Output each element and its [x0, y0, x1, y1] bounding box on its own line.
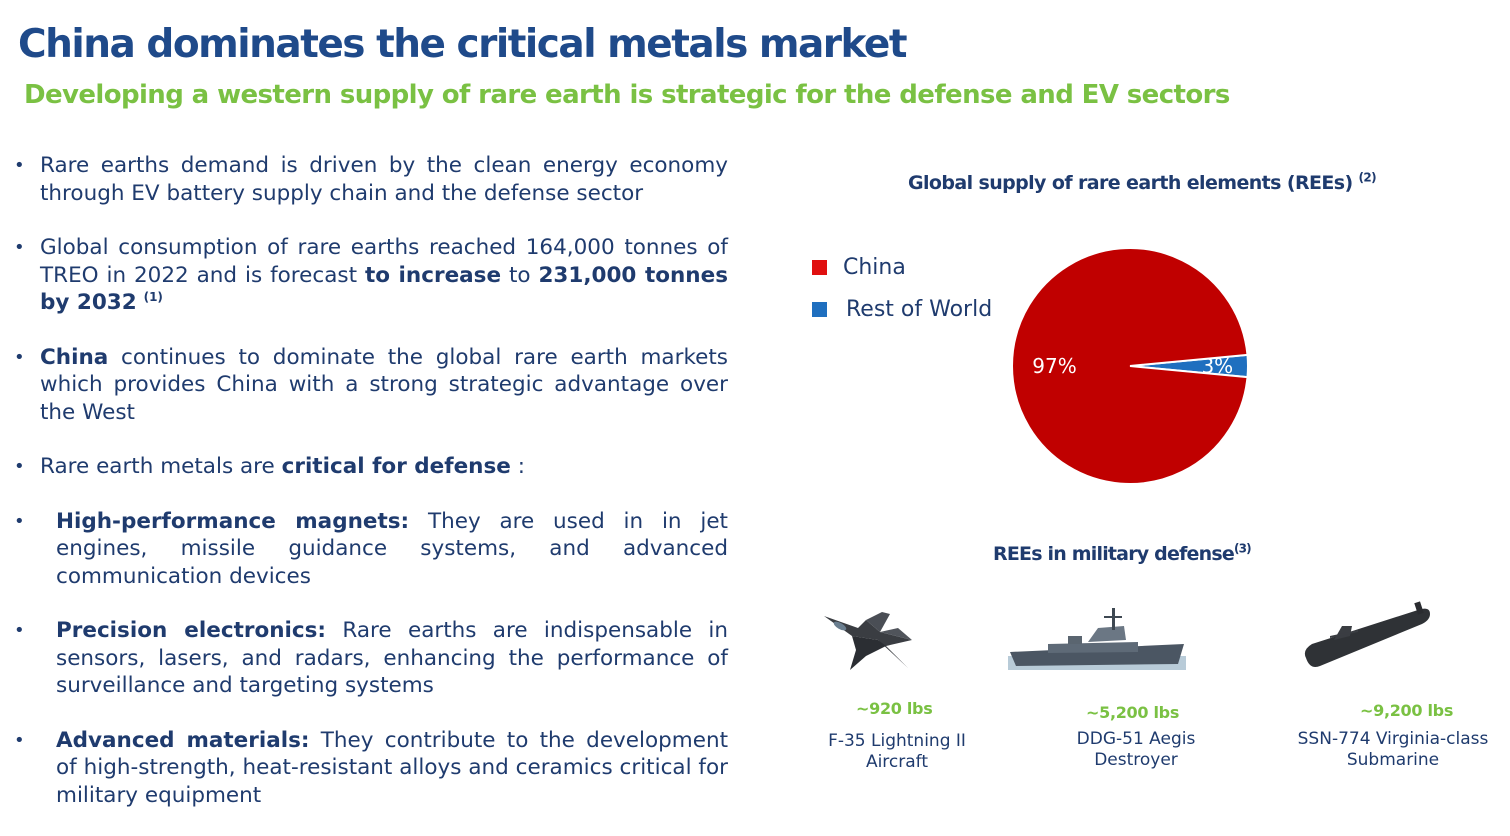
chart-legend: China Rest of World — [812, 246, 992, 330]
pie-slice-china — [1011, 247, 1249, 485]
footnote-ref: (2) — [1358, 170, 1377, 185]
bullet-materials: Advanced materials: They contribute to t… — [14, 727, 728, 810]
submarine-icon — [1304, 601, 1430, 667]
vehicle-weight: ~5,200 lbs — [1086, 703, 1180, 722]
pie-chart: 3%97% — [1011, 247, 1249, 485]
legend-item-china: China — [812, 246, 992, 288]
vehicle-weight: ~920 lbs — [856, 699, 933, 718]
destroyer-ship-icon — [1008, 608, 1186, 670]
legend-item-rest-of-world: Rest of World — [812, 288, 992, 330]
legend-swatch-rest-of-world — [812, 301, 827, 317]
bullet-magnets: High-performance magnets: They are used … — [14, 508, 728, 591]
bullet-demand: Rare earths demand is driven by the clea… — [14, 152, 728, 207]
bullet-electronics: Precision electronics: Rare earths are i… — [14, 617, 728, 700]
footnote-ref: (3) — [1233, 541, 1252, 556]
vehicle-name: SSN-774 Virginia-class Submarine — [1297, 729, 1489, 770]
bullet-china: China continues to dominate the global r… — [14, 344, 728, 427]
chart-title: Global supply of rare earth elements (RE… — [908, 170, 1377, 194]
bullet-list: Rare earths demand is driven by the clea… — [14, 152, 728, 836]
vehicle-weight: ~9,200 lbs — [1360, 701, 1454, 720]
vehicle-name: DDG-51 Aegis Destroyer — [1076, 729, 1196, 770]
page-title: China dominates the critical metals mark… — [18, 22, 908, 67]
legend-swatch-china — [812, 259, 827, 275]
footnote-ref: (1) — [143, 289, 163, 304]
vehicle-name: F-35 Lightning II Aircraft — [828, 731, 966, 772]
jet-icon — [824, 612, 912, 670]
military-title: REEs in military defense(3) — [993, 541, 1252, 565]
pie-label-china: 97% — [1032, 354, 1076, 378]
bullet-defense: Rare earth metals are critical for defen… — [14, 453, 728, 481]
page-subtitle: Developing a western supply of rare eart… — [24, 80, 1230, 110]
bullet-consumption: Global consumption of rare earths reache… — [14, 234, 728, 317]
